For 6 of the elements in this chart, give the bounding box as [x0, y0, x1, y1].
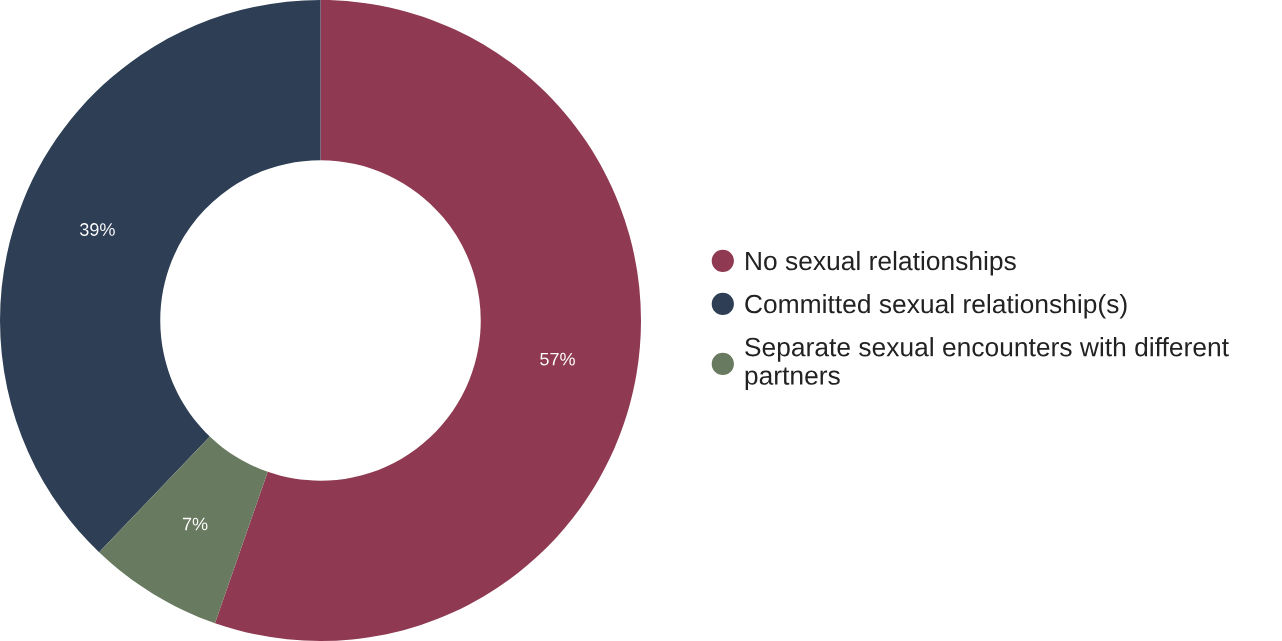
legend-label: Separate sexual encounters with different partners [745, 337, 1229, 391]
legend-label: Committed sexual relationship(s) [745, 293, 1127, 319]
data-label: 39% [80, 223, 115, 236]
data-label: 57% [540, 352, 575, 366]
legend-label: No sexual relationships [746, 250, 1016, 276]
data-label: 7% [182, 517, 208, 531]
